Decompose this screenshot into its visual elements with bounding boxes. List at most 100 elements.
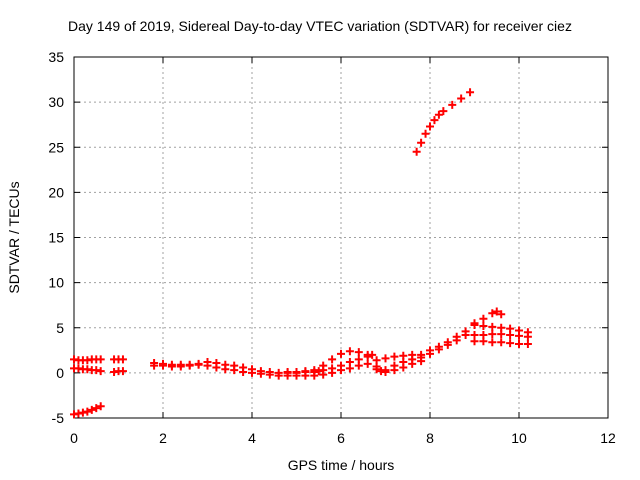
x-tick-label: 4 [248, 430, 256, 446]
data-point [390, 366, 399, 375]
data-point [230, 366, 239, 375]
y-tick-label: 35 [48, 49, 64, 65]
data-point [92, 404, 101, 413]
data-point [497, 310, 506, 319]
data-point [345, 358, 354, 367]
data-point [430, 116, 439, 125]
y-axis-label: SDTVAR / TECUs [6, 181, 22, 293]
data-point [363, 352, 372, 361]
data-point [439, 107, 448, 116]
y-tick-label: 5 [56, 320, 64, 336]
data-point [506, 339, 515, 348]
data-point [345, 347, 354, 356]
data-point [515, 331, 523, 340]
data-point [448, 100, 457, 109]
y-tick-label: 15 [48, 230, 64, 246]
data-point [185, 361, 194, 370]
data-point [470, 321, 479, 330]
data-point [248, 368, 256, 377]
data-point [96, 355, 105, 364]
y-tick-label: -5 [52, 410, 65, 426]
data-point [328, 364, 337, 373]
y-tick-label: 20 [48, 184, 64, 200]
data-point [176, 362, 185, 371]
data-point [239, 367, 248, 376]
y-tick-label: 30 [48, 94, 64, 110]
data-point [497, 338, 506, 347]
data-point [203, 361, 212, 370]
data-point [354, 348, 363, 357]
data-point [381, 367, 390, 376]
data-point [434, 110, 443, 119]
data-point [337, 349, 345, 358]
data-point [390, 352, 399, 361]
data-point [421, 129, 430, 138]
data-point [301, 367, 310, 376]
axis-ticks: 0 2 4 6 8 10 12 -5 0 5 10 15 20 25 30 35 [48, 49, 616, 446]
data-point [368, 350, 377, 359]
data-point [283, 367, 292, 376]
x-tick-label: 0 [70, 430, 78, 446]
data-point [221, 365, 230, 374]
data-point [426, 122, 434, 131]
data-point [118, 367, 127, 376]
x-tick-label: 6 [337, 430, 345, 446]
data-point [96, 367, 105, 376]
data-point [381, 354, 390, 363]
data-point [96, 402, 105, 411]
data-point [417, 138, 426, 147]
data-point [426, 349, 434, 358]
data-point [256, 369, 265, 378]
data-point [372, 365, 381, 374]
data-point [479, 321, 488, 330]
data-point [461, 330, 470, 339]
x-tick-label: 8 [426, 430, 434, 446]
data-point [354, 355, 363, 364]
data-point [488, 338, 497, 347]
data-point [212, 363, 221, 372]
data-points [70, 88, 532, 419]
data-point [412, 147, 421, 156]
data-point [497, 330, 506, 339]
data-point [523, 339, 532, 348]
data-point [515, 339, 523, 348]
data-point [492, 307, 501, 316]
data-point [443, 340, 452, 349]
data-point [479, 337, 488, 346]
chart-title: Day 149 of 2019, Sidereal Day-to-day VTE… [68, 18, 572, 34]
data-point [87, 405, 96, 414]
data-point [159, 361, 167, 370]
data-point [167, 362, 176, 371]
data-point [337, 361, 345, 370]
x-axis-label: GPS time / hours [288, 457, 395, 473]
data-point [319, 366, 328, 375]
data-point [83, 407, 92, 416]
data-point [363, 359, 372, 368]
data-point [470, 337, 479, 346]
data-point [523, 332, 532, 341]
x-tick-label: 12 [600, 430, 616, 446]
data-point [488, 330, 497, 339]
x-tick-label: 10 [511, 430, 527, 446]
data-point [194, 360, 203, 369]
data-point [265, 370, 274, 379]
data-point [399, 363, 408, 372]
x-tick-label: 2 [159, 430, 167, 446]
data-point [150, 361, 159, 370]
data-point [479, 314, 488, 323]
data-point [506, 330, 515, 339]
data-point [292, 367, 301, 376]
data-point [274, 371, 283, 380]
data-point [118, 355, 127, 364]
data-point [452, 336, 461, 345]
y-tick-label: 10 [48, 275, 64, 291]
data-point [457, 94, 466, 103]
data-point [417, 357, 426, 366]
y-tick-label: 25 [48, 139, 64, 155]
data-point [488, 322, 497, 331]
data-point [408, 359, 417, 368]
data-point [434, 345, 443, 354]
data-point [488, 309, 497, 318]
y-tick-label: 0 [56, 365, 64, 381]
